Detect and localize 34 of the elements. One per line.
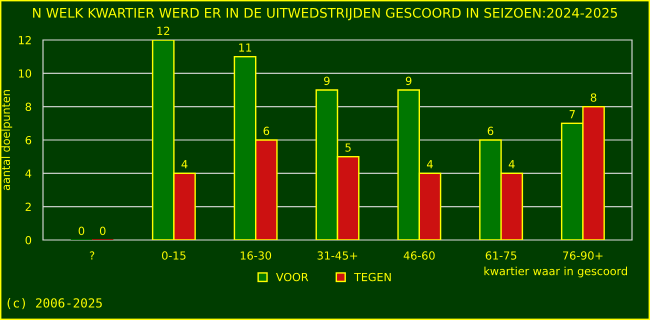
y-tick-label: 4 [25, 169, 32, 178]
x-tick-label: 0-15 [162, 251, 186, 260]
data-label: 12 [157, 26, 170, 35]
data-label: 5 [345, 143, 351, 152]
legend-label: TEGEN [354, 272, 391, 282]
y-tick-label: 0 [26, 236, 32, 244]
x-tick-label: 16-30 [240, 251, 272, 260]
x-axis-title: kwartier waar in gescoord [484, 266, 627, 278]
y-axis-title: aantal doelpunten [1, 90, 12, 190]
y-tick-label: 6 [26, 136, 32, 144]
data-label: 0 [100, 226, 106, 236]
data-label: 0 [78, 226, 84, 236]
data-label: 7 [570, 110, 575, 118]
data-label: 4 [508, 160, 515, 168]
y-tick-label: 2 [26, 202, 31, 211]
legend-label: VOOR [276, 272, 308, 282]
data-label: 4 [182, 160, 188, 168]
x-tick-label: 31-45+ [318, 251, 358, 260]
data-label: 9 [406, 76, 412, 86]
x-tick-label: 76-90+ [563, 251, 603, 260]
y-tick-label: 10 [18, 69, 32, 78]
chart-title: N WELK KWARTIER WERD ER IN DE UITWEDSTRIJDEN GESCOORD IN SEIZOEN:2024-2025 [33, 8, 618, 20]
data-label: 6 [488, 126, 494, 136]
y-tick-label: 8 [26, 102, 32, 112]
x-tick-label: 61-75 [486, 251, 516, 260]
text: (c) 2006-2025 [8, 298, 102, 310]
data-label: 8 [590, 93, 596, 102]
y-tick-label: 12 [18, 36, 31, 44]
data-label: 6 [264, 126, 270, 136]
x-tick-label: 46-60 [404, 251, 435, 260]
x-tick-label: ? [90, 251, 94, 260]
data-label: 9 [324, 76, 330, 86]
data-label: 4 [426, 160, 433, 168]
data-label: 11 [239, 43, 252, 52]
